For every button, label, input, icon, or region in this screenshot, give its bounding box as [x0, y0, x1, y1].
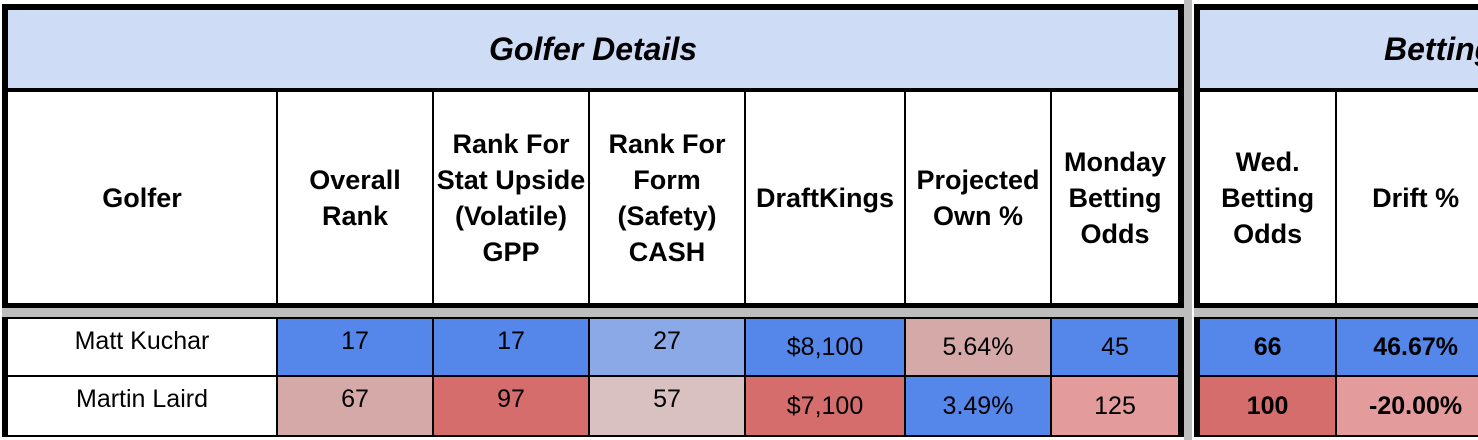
cell-monday-odds[interactable]: 45 [1052, 319, 1178, 375]
header-stat-upside[interactable]: Rank For Stat Upside (Volatile) GPP [434, 92, 590, 303]
cell-wed-odds[interactable]: 66 [1200, 319, 1338, 375]
cell-form-safety[interactable]: 27 [590, 319, 746, 375]
cell-overall-rank[interactable]: 67 [278, 377, 434, 435]
cell-projected-own[interactable]: 3.49% [906, 377, 1052, 435]
betting-header-row: Wed. Betting Odds Drift % [1194, 92, 1478, 308]
cell-drift[interactable]: 46.67% [1337, 319, 1478, 375]
golfer-details-header-row: Golfer Overall Rank Rank For Stat Upside… [2, 92, 1184, 308]
cell-form-safety[interactable]: 57 [590, 377, 746, 435]
cell-golfer[interactable]: Martin Laird [8, 377, 278, 435]
table-row: 100 -20.00% [1194, 377, 1478, 437]
header-golfer[interactable]: Golfer [8, 92, 278, 303]
cell-stat-upside[interactable]: 17 [434, 319, 590, 375]
golfer-details-title: Golfer Details [2, 4, 1184, 92]
cell-monday-odds[interactable]: 125 [1052, 377, 1178, 435]
header-draftkings[interactable]: DraftKings [746, 92, 906, 303]
cell-drift[interactable]: -20.00% [1337, 377, 1478, 435]
cell-draftkings[interactable]: $7,100 [746, 377, 906, 435]
section-divider [1184, 0, 1192, 440]
header-monday-odds[interactable]: Monday Betting Odds [1063, 146, 1166, 249]
cell-stat-upside[interactable]: 97 [434, 377, 590, 435]
header-separator [2, 308, 1184, 317]
header-overall-rank[interactable]: Overall Rank [278, 92, 434, 303]
header-form-safety[interactable]: Rank For Form (Safety) CASH [590, 92, 746, 303]
cell-overall-rank[interactable]: 17 [278, 319, 434, 375]
cell-draftkings[interactable]: $8,100 [746, 319, 906, 375]
table-row: 66 46.67% [1194, 317, 1478, 377]
betting-title: Betting [1194, 4, 1478, 92]
golfer-details-section: Golfer Details Golfer Overall Rank Rank … [2, 4, 1184, 437]
header-drift[interactable]: Drift % [1372, 182, 1460, 213]
table-row: Matt Kuchar 17 17 27 $8,100 5.64% 45 [2, 317, 1184, 377]
cell-golfer[interactable]: Matt Kuchar [8, 319, 278, 375]
header-projected-own[interactable]: Projected Own % [906, 92, 1052, 303]
betting-section: Betting Wed. Betting Odds Drift % 66 46.… [1192, 0, 1478, 440]
cell-wed-odds[interactable]: 100 [1200, 377, 1338, 435]
header-wed-odds[interactable]: Wed. Betting Odds [1200, 92, 1338, 303]
header-separator [1194, 308, 1478, 317]
table-row: Martin Laird 67 97 57 $7,100 3.49% 125 [2, 377, 1184, 437]
cell-projected-own[interactable]: 5.64% [906, 319, 1052, 375]
